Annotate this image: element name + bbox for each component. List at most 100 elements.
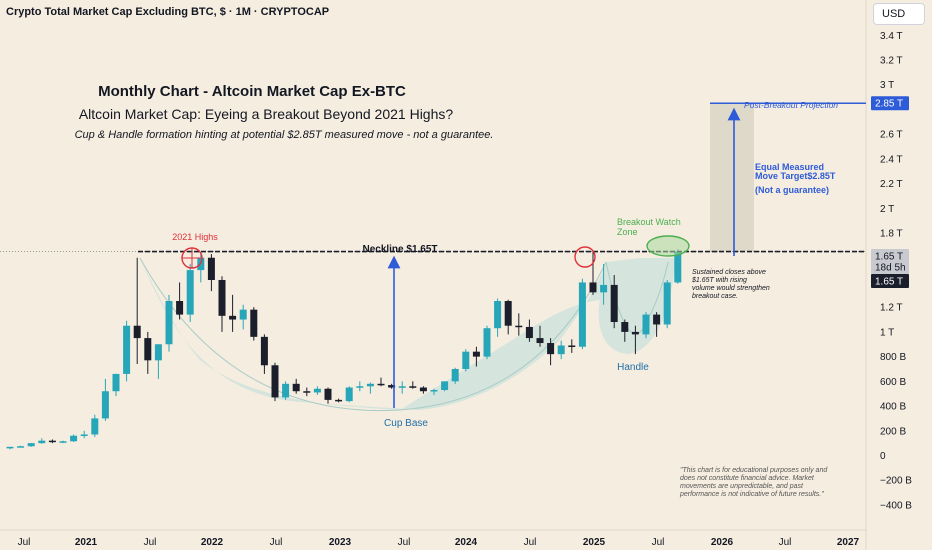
- candle-body[interactable]: [589, 282, 597, 293]
- candle-body[interactable]: [80, 434, 88, 436]
- candle-body[interactable]: [642, 314, 650, 335]
- y-axis-label: 800 B: [880, 352, 906, 363]
- x-axis-label: 2021: [75, 537, 98, 548]
- candle-body[interactable]: [653, 314, 661, 325]
- candle-body[interactable]: [419, 387, 427, 392]
- candle-body[interactable]: [441, 381, 449, 390]
- x-axis-label: Jul: [270, 537, 283, 548]
- y-axis-label: −400 B: [880, 500, 912, 511]
- candle-body[interactable]: [568, 345, 576, 347]
- y-axis-label: 2.2 T: [880, 179, 903, 190]
- x-axis-label: 2023: [329, 537, 352, 548]
- target-disclaimer: (Not a guarantee): [755, 185, 829, 195]
- projection-label: Post-Breakout Projection: [744, 100, 838, 110]
- target-price-tag-text: 2.85 T: [875, 99, 903, 110]
- candle-body[interactable]: [547, 343, 555, 355]
- candle-body[interactable]: [388, 385, 396, 388]
- currency-button[interactable]: USD: [873, 3, 925, 25]
- candle-body[interactable]: [282, 383, 290, 398]
- x-axis-label: 2027: [837, 537, 860, 548]
- breakout-watch-label: Breakout Watch: [617, 217, 681, 227]
- candle-body[interactable]: [91, 418, 99, 435]
- target-label-1: Equal Measured: [755, 162, 824, 172]
- disclaimer-line: movements are unpredictable, and past: [680, 483, 804, 490]
- candle-body[interactable]: [133, 325, 141, 339]
- candle-body[interactable]: [218, 279, 226, 316]
- candle-body[interactable]: [112, 373, 120, 392]
- candle-body[interactable]: [462, 351, 470, 369]
- candle-body[interactable]: [504, 301, 512, 326]
- cup-formation-fill: [140, 258, 676, 410]
- candle-body[interactable]: [239, 309, 247, 320]
- y-axis-label: 600 B: [880, 377, 906, 388]
- candle-body[interactable]: [324, 388, 332, 400]
- candle-body[interactable]: [144, 338, 152, 361]
- candle-body[interactable]: [377, 383, 385, 386]
- candle-body[interactable]: [207, 257, 215, 280]
- last-price-tag-text: 1.65 T: [875, 277, 903, 288]
- candle-body[interactable]: [621, 322, 629, 332]
- candle-body[interactable]: [70, 435, 78, 442]
- candle-body[interactable]: [260, 336, 268, 366]
- candle-body[interactable]: [494, 301, 502, 329]
- target-price-tag-bg: [871, 96, 909, 111]
- candle-body[interactable]: [250, 309, 258, 337]
- candle-body[interactable]: [366, 383, 374, 387]
- neckline-label: Neckline $1.65T: [362, 244, 437, 255]
- breakout-watch-ellipse: [646, 235, 690, 257]
- last-price-tag-bg: [871, 274, 909, 288]
- x-axis-label: Jul: [144, 537, 157, 548]
- candle-body[interactable]: [525, 326, 533, 339]
- candle-body[interactable]: [345, 387, 353, 402]
- x-axis-label: 2025: [583, 537, 606, 548]
- candle-body[interactable]: [356, 386, 364, 388]
- candle-body[interactable]: [271, 365, 279, 398]
- candle-body[interactable]: [515, 325, 523, 328]
- candle-body[interactable]: [663, 282, 671, 325]
- candle-body[interactable]: [123, 325, 131, 374]
- candle-body[interactable]: [229, 315, 237, 320]
- candle-body[interactable]: [27, 443, 35, 447]
- x-axis-label: Jul: [524, 537, 537, 548]
- candle-body[interactable]: [557, 345, 565, 355]
- candle-body[interactable]: [59, 441, 67, 443]
- candle-body[interactable]: [483, 328, 491, 357]
- candle-body[interactable]: [292, 383, 300, 392]
- candle-body[interactable]: [101, 391, 109, 419]
- candle-body[interactable]: [303, 391, 311, 393]
- candle-body[interactable]: [176, 301, 184, 315]
- candle-body[interactable]: [472, 351, 480, 357]
- target-label-2: Move Target$2.85T: [755, 171, 836, 181]
- current-price-tag-bg: [871, 249, 909, 263]
- y-axis-label: 400 B: [880, 402, 906, 413]
- candle-body[interactable]: [536, 338, 544, 344]
- candle-body[interactable]: [154, 344, 162, 361]
- cup-outline: [139, 257, 607, 412]
- candle-body[interactable]: [335, 399, 343, 402]
- sustained-note-line: Sustained closes above: [692, 269, 766, 276]
- candle-body[interactable]: [313, 388, 321, 393]
- disclaimer-line: does not constitute financial advice. Ma…: [680, 475, 815, 482]
- candle-body[interactable]: [631, 331, 639, 335]
- candle-body[interactable]: [38, 440, 46, 444]
- candle-body[interactable]: [165, 301, 173, 345]
- y-axis-label: 3 T: [880, 80, 894, 91]
- candle-body[interactable]: [600, 284, 608, 293]
- y-axis-label: 1 T: [880, 327, 894, 338]
- candle-body[interactable]: [17, 446, 25, 448]
- candle-body[interactable]: [451, 368, 459, 382]
- candle-body[interactable]: [6, 446, 14, 449]
- y-axis-label: 3.2 T: [880, 55, 903, 66]
- candle-body[interactable]: [186, 270, 194, 315]
- chart-subheading: Altcoin Market Cap: Eyeing a Breakout Be…: [79, 106, 454, 122]
- candle-body[interactable]: [409, 386, 417, 388]
- current-price-tag: 1.65 T: [871, 249, 909, 263]
- y-axis-label: 2.4 T: [880, 154, 903, 165]
- candle-body[interactable]: [48, 440, 56, 443]
- candle-body[interactable]: [398, 386, 406, 388]
- candle-body[interactable]: [610, 284, 618, 323]
- candle-body[interactable]: [674, 251, 682, 283]
- candle-body[interactable]: [430, 389, 438, 392]
- candle-body[interactable]: [578, 282, 586, 347]
